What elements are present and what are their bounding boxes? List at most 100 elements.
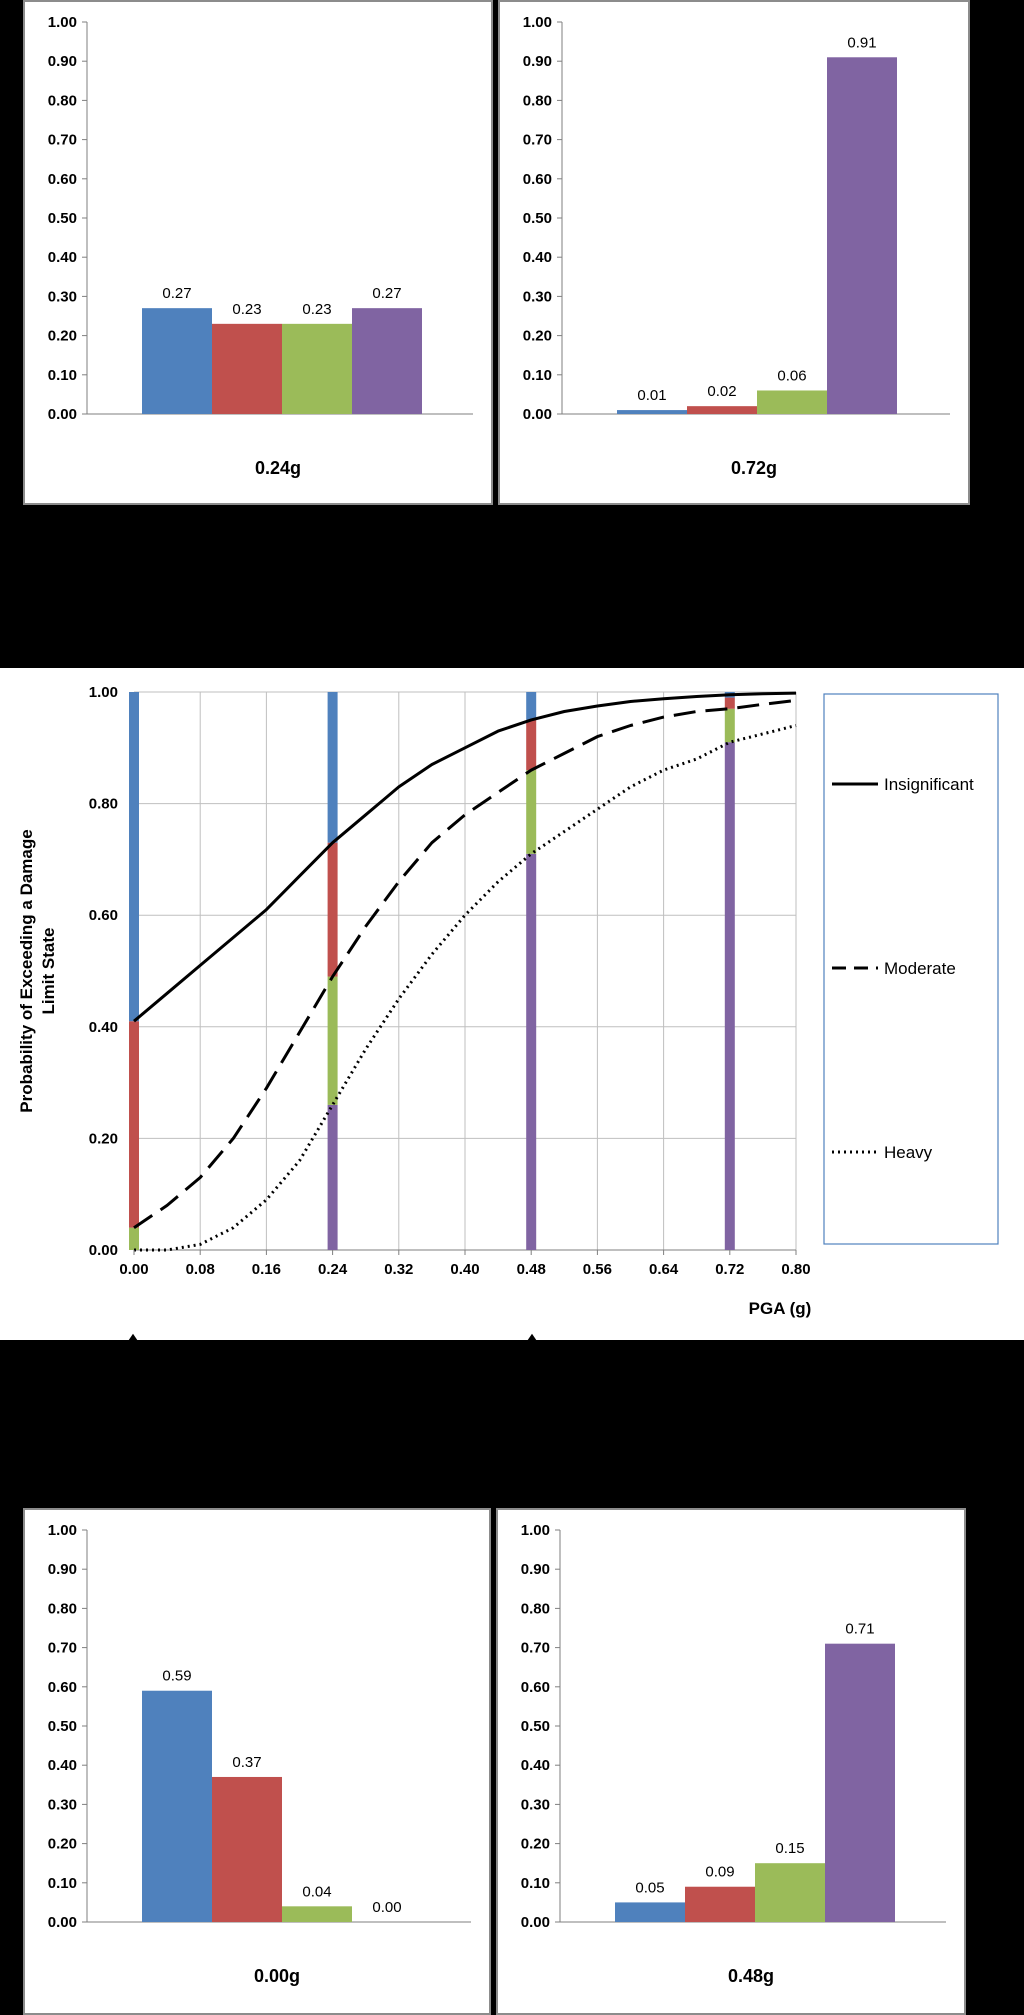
- bar: [142, 308, 212, 414]
- fragility-curve-panel: 0.00 0.08 0.16 0.24 0.32 0.40 0.48 0.56 0.64 0.72…: [0, 668, 1024, 1340]
- y-tick-label: 0.20: [523, 328, 552, 345]
- curve-insignificant: [133, 691, 797, 1023]
- y-axis-title: Probability of Exceeding a Damage Limit S…: [17, 829, 58, 1112]
- y-tick-label: 0.70: [48, 1640, 77, 1657]
- x-tick-label: 0.64: [649, 1261, 679, 1278]
- x-tick-label: 0.40: [450, 1261, 479, 1278]
- bar-chart-0.24g: 0.00 0.10 0.20 0.30 0.40 0.50 0.60 0.70 0.80 0.90…: [48, 14, 473, 478]
- damage-band-segment: [327, 842, 338, 977]
- data-label: 0.02: [707, 383, 736, 400]
- y-tick-label: 0.80: [89, 796, 118, 813]
- damage-band-segment: [526, 719, 537, 771]
- damage-band-segment: [724, 697, 735, 709]
- bar: [615, 1902, 685, 1922]
- y-tick-label: 1.00: [523, 14, 552, 31]
- y-tick-label: 0.80: [521, 1600, 550, 1617]
- y-tick-label: 0.10: [523, 367, 552, 384]
- y-axis-title-line: Limit State: [39, 928, 58, 1015]
- x-axis-title: PGA (g): [749, 1299, 812, 1318]
- bar: [282, 323, 352, 414]
- x-tick-label: 0.56: [583, 1261, 612, 1278]
- y-tick-label: 1.00: [521, 1522, 550, 1539]
- y-tick-label: 0.00: [89, 1242, 118, 1259]
- damage-band-segment: [129, 692, 139, 1022]
- bar-chart-0.48g: 0.00 0.10 0.20 0.30 0.40 0.50 0.60 0.70 0.80 0.90…: [521, 1522, 946, 1986]
- arrow-up-0.48g: [514, 1333, 550, 1380]
- damage-band-segment: [327, 692, 338, 843]
- x-axis-title: 0.72g: [731, 458, 777, 478]
- legend-label-heavy: Heavy: [884, 1143, 933, 1162]
- bar-chart-panel-0.72g: 0.00 0.10 0.20 0.30 0.40 0.50 0.60 0.70 0.80 0.90…: [498, 0, 970, 505]
- y-tick-label: 0.20: [89, 1130, 118, 1147]
- y-tick-label: 0.00: [48, 1914, 77, 1931]
- y-tick-label: 0.00: [521, 1914, 550, 1931]
- data-label: 0.71: [845, 1621, 874, 1638]
- arrows-bottom: [115, 1333, 550, 1380]
- damage-band-segment: [724, 708, 735, 743]
- y-tick-label: 0.60: [48, 171, 77, 188]
- damage-band-segment: [327, 976, 338, 1105]
- y-tick-label: 0.30: [523, 288, 552, 305]
- damage-band-segment: [129, 1021, 139, 1228]
- y-tick-label: 0.70: [48, 132, 77, 149]
- y-tick-label: 0.90: [48, 53, 77, 70]
- x-axis-title: 0.00g: [254, 1966, 300, 1986]
- y-tick-label: 0.20: [48, 1836, 77, 1853]
- y-tick-label: 0.00: [48, 406, 77, 423]
- y-tick-label: 0.70: [521, 1640, 550, 1657]
- bar: [352, 308, 422, 414]
- data-label: 0.15: [775, 1840, 804, 1857]
- data-label: 0.01: [637, 387, 666, 404]
- y-tick-label: 0.80: [48, 1600, 77, 1617]
- x-tick-label: 0.08: [186, 1261, 215, 1278]
- y-tick-label: 0.50: [523, 210, 552, 227]
- x-tick-label: 0.80: [781, 1261, 810, 1278]
- y-tick-label: 0.30: [48, 1796, 77, 1813]
- bar: [617, 410, 687, 414]
- bar: [687, 406, 757, 414]
- legend-box: [823, 693, 999, 1245]
- y-tick-label: 0.20: [48, 328, 77, 345]
- y-tick-label: 0.40: [89, 1019, 118, 1036]
- y-tick-label: 0.10: [521, 1875, 550, 1892]
- y-tick-label: 0.40: [48, 1757, 77, 1774]
- x-axis-title: 0.24g: [255, 458, 301, 478]
- damage-band-segment: [129, 1227, 139, 1250]
- y-tick-label: 0.60: [523, 171, 552, 188]
- data-label: 0.09: [705, 1864, 734, 1881]
- y-tick-label: 1.00: [48, 1522, 77, 1539]
- y-tick-label: 0.10: [48, 1875, 77, 1892]
- y-tick-label: 0.40: [523, 249, 552, 266]
- x-tick-label: 0.48: [517, 1261, 546, 1278]
- x-tick-label: 0.16: [252, 1261, 281, 1278]
- bar: [757, 390, 827, 414]
- damage-band-segment: [724, 742, 735, 1250]
- x-axis-title: 0.48g: [728, 1966, 774, 1986]
- y-tick-label: 0.80: [523, 92, 552, 109]
- bar: [825, 1643, 895, 1922]
- bar: [142, 1690, 212, 1922]
- damage-band-segment: [526, 770, 537, 854]
- data-label: 0.00: [372, 1899, 401, 1916]
- y-tick-label: 0.60: [521, 1679, 550, 1696]
- data-label: 0.27: [162, 285, 191, 302]
- y-tick-label: 0.60: [48, 1679, 77, 1696]
- bar: [282, 1906, 352, 1922]
- x-tick-label: 0.32: [384, 1261, 413, 1278]
- arrows-top: [320, 668, 743, 695]
- y-tick-label: 0.40: [521, 1757, 550, 1774]
- y-tick-label: 0.10: [48, 367, 77, 384]
- data-label: 0.05: [635, 1879, 664, 1896]
- data-label: 0.04: [302, 1883, 331, 1900]
- y-tick-label: 1.00: [89, 684, 118, 701]
- bar-chart-panel-0.48g: 0.00 0.10 0.20 0.30 0.40 0.50 0.60 0.70 0.80 0.90…: [496, 1508, 966, 2015]
- y-tick-label: 0.30: [48, 288, 77, 305]
- y-tick-label: 0.60: [89, 907, 118, 924]
- y-tick-label: 0.90: [523, 53, 552, 70]
- x-tick-label: 0.72: [715, 1261, 744, 1278]
- y-tick-label: 0.00: [523, 406, 552, 423]
- bar: [755, 1863, 825, 1922]
- y-tick-label: 0.30: [521, 1796, 550, 1813]
- y-tick-label: 0.50: [48, 210, 77, 227]
- bar: [212, 323, 282, 414]
